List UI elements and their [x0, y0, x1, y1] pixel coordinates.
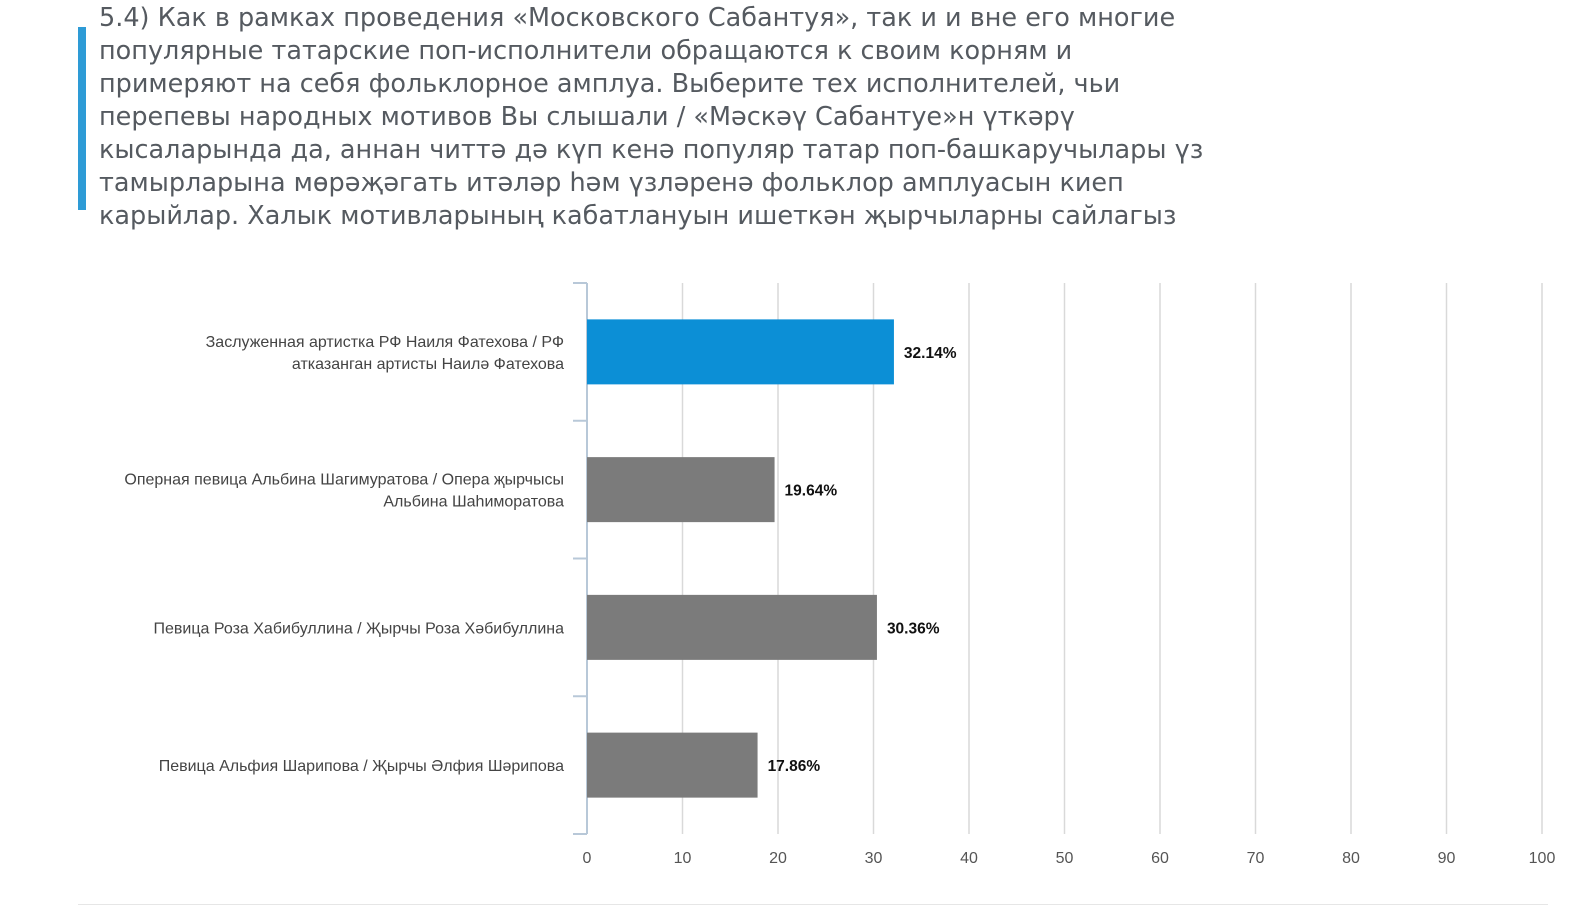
data-label: 19.64% [785, 483, 838, 500]
category-label: Оперная певица Альбина Шагимуратова / Оп… [124, 472, 564, 511]
x-tick-label: 80 [1342, 850, 1360, 867]
category-label: Певица Роза Хабибуллина / Җырчы Роза Хәб… [154, 620, 565, 637]
category-label: Певица Альфия Шарипова / Җырчы Әлфия Шәр… [159, 758, 564, 775]
category-axis [573, 282, 588, 835]
x-tick-label: 60 [1151, 850, 1169, 867]
x-tick-label: 50 [1056, 850, 1074, 867]
bar [587, 457, 775, 523]
x-tick-label: 10 [674, 850, 692, 867]
category-label-line: Альбина Шаһиморатова [383, 494, 564, 511]
question-text: 5.4) Как в рамках проведения «Московског… [99, 2, 1204, 233]
bar [587, 319, 894, 385]
question-line: популярные татарские поп-исполнители обр… [99, 36, 1073, 66]
question-line: примеряют на себя фольклорное амплуа. Вы… [99, 69, 1121, 99]
bottom-divider [78, 904, 1548, 905]
x-tick-label: 30 [865, 850, 883, 867]
bar [587, 732, 758, 798]
x-tick-label: 70 [1247, 850, 1265, 867]
category-label-line: Певица Альфия Шарипова / Җырчы Әлфия Шәр… [159, 758, 564, 775]
x-tick-label: 40 [960, 850, 978, 867]
category-label-line: Певица Роза Хабибуллина / Җырчы Роза Хәб… [154, 620, 565, 637]
category-label: Заслуженная артистка РФ Наиля Фатехова /… [206, 334, 564, 373]
question-line: карыйлар. Халык мотивларының кабатлануын… [99, 201, 1177, 231]
category-label-line: Заслуженная артистка РФ Наиля Фатехова /… [206, 334, 564, 351]
x-tick-label: 0 [583, 850, 592, 867]
question-line: кысаларында да, аннан читтә дә күп кенә … [99, 135, 1204, 165]
question-line: 5.4) Как в рамках проведения «Московског… [99, 3, 1176, 33]
question-accent-bar [78, 27, 86, 210]
category-label-line: атказанган артисты Наилә Фатехова [292, 356, 564, 373]
data-label: 30.36% [887, 620, 940, 637]
x-tick-label: 90 [1438, 850, 1456, 867]
bars [587, 319, 894, 798]
data-label: 32.14% [904, 345, 957, 362]
question-line: тамырларына мөрәҗәгать итәләр һәм үзләре… [99, 168, 1124, 198]
question-line: перепевы народных мотивов Вы слышали / «… [99, 102, 1075, 132]
category-label-line: Оперная певица Альбина Шагимуратова / Оп… [124, 472, 564, 489]
x-tick-label: 100 [1529, 850, 1556, 867]
labels: 0 10 20 30 40 50 60 70 80 90 100 32.14% Заслуженная … [124, 334, 1555, 867]
data-label: 17.86% [768, 758, 821, 775]
bar [587, 594, 877, 660]
x-tick-label: 20 [769, 850, 787, 867]
